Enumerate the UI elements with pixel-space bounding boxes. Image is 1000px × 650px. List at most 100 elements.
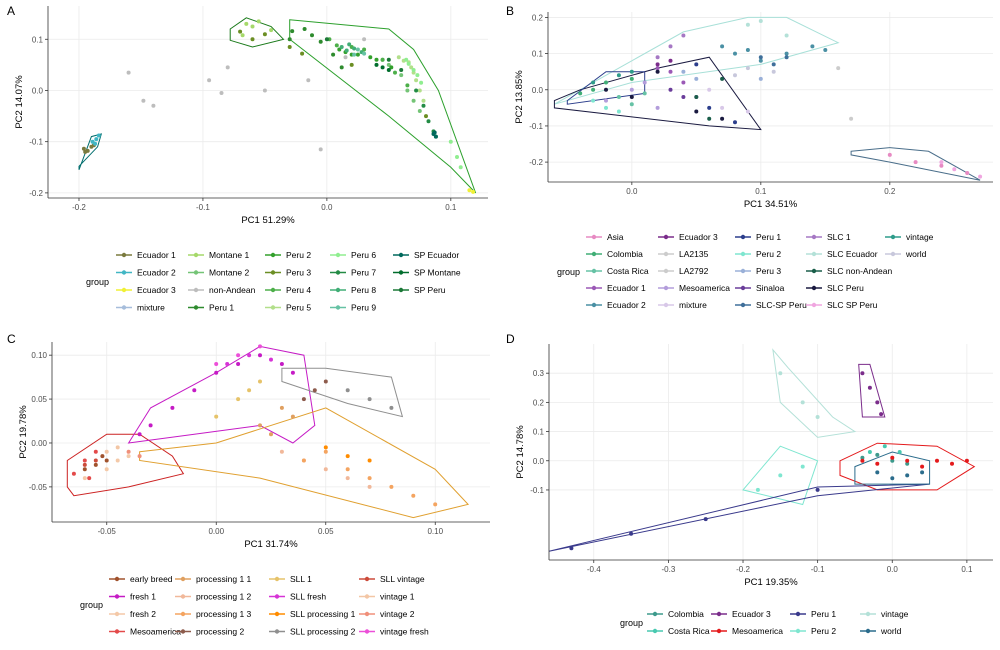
- hull-outline: [229, 17, 285, 48]
- data-point: [616, 109, 621, 114]
- legend: group Asia Colombia Costa Rica Ecuador 1 Ecua…: [557, 232, 934, 310]
- data-point: [287, 45, 292, 49]
- data-point: [424, 114, 428, 119]
- data-point: [170, 405, 175, 410]
- data-point: [913, 160, 918, 165]
- legend-label: Peru 4: [286, 285, 311, 295]
- data-point: [269, 432, 273, 437]
- data-point: [318, 39, 323, 44]
- legend-label: Ecuador 2: [137, 268, 176, 278]
- gridlines: [52, 342, 490, 522]
- legend-key-point: [865, 628, 871, 634]
- x-tick-label: -0.05: [98, 527, 117, 536]
- data-point: [836, 66, 841, 71]
- legend-label: Peru 1: [756, 232, 781, 242]
- legend: group Colombia Costa Rica Ecuador 3 Mesoamer…: [620, 609, 909, 636]
- data-point: [978, 174, 983, 179]
- x-tick-label: 0.05: [318, 527, 334, 536]
- legend-label: Ecuador 1: [137, 250, 176, 260]
- data-point: [604, 80, 608, 85]
- data-point: [279, 405, 284, 410]
- legend-item: SLC 1: [806, 232, 851, 242]
- legend-label: Montane 2: [209, 268, 249, 278]
- data-point: [890, 458, 895, 463]
- data-point: [965, 171, 970, 175]
- legend-item: Ecuador 2: [116, 268, 176, 278]
- data-point: [345, 388, 350, 393]
- legend-item: non-Andean: [188, 285, 256, 295]
- data-point: [745, 48, 750, 52]
- data-point: [115, 445, 120, 450]
- data-point: [432, 130, 437, 135]
- legend-item: SLL processing 2: [269, 627, 356, 637]
- data-point: [867, 450, 872, 454]
- data-point: [367, 397, 372, 402]
- legend-key-point: [114, 629, 120, 634]
- legend-title: group: [557, 267, 580, 277]
- data-point: [339, 65, 344, 70]
- legend-key-point: [121, 305, 127, 310]
- data-point: [952, 167, 957, 172]
- hull-outline: [548, 483, 930, 552]
- legend-item: SP Montane: [393, 268, 461, 278]
- legend-item: mixture: [116, 303, 165, 313]
- data-point: [214, 362, 219, 366]
- legend-label: SLC non-Andean: [827, 266, 892, 276]
- data-point: [71, 471, 76, 476]
- y-tick-label: 0.0: [533, 457, 545, 466]
- legend-label: SP Montane: [414, 268, 461, 278]
- legend-label: Mesoamerica: [130, 627, 181, 637]
- data-point: [386, 62, 391, 67]
- data-point: [771, 62, 776, 67]
- legend-label: Peru 8: [351, 285, 376, 295]
- data-point: [879, 412, 884, 417]
- legend-key-point: [716, 611, 722, 617]
- data-point: [733, 51, 737, 56]
- data-point: [141, 98, 146, 103]
- legend-key-point: [398, 270, 404, 275]
- legend-title: group: [86, 277, 109, 287]
- legend-key-point: [270, 287, 276, 293]
- legend-item: vintage: [860, 609, 909, 619]
- legend-label: vintage 1: [380, 592, 415, 602]
- legend-key-point: [740, 268, 746, 274]
- legend-key-point: [364, 611, 370, 617]
- data-point: [745, 22, 750, 27]
- y-tick-label: 0.1: [32, 35, 44, 44]
- legend-label: processing 1 2: [196, 592, 252, 602]
- legend-key-point: [663, 268, 669, 274]
- data-point: [301, 397, 306, 402]
- legend-item: vintage 2: [359, 609, 415, 619]
- data-point: [694, 95, 699, 99]
- legend-label: Peru 9: [351, 303, 376, 313]
- legend-key-point: [180, 576, 186, 582]
- data-point: [591, 80, 596, 85]
- data-point: [778, 371, 783, 376]
- legend-key-point: [335, 270, 341, 275]
- y-tick-label: 0.0: [32, 86, 44, 95]
- data-point: [104, 467, 109, 472]
- legend-label: vintage: [906, 232, 934, 242]
- legend-label: processing 1 1: [196, 574, 252, 584]
- data-point: [758, 76, 763, 81]
- data-point: [343, 55, 348, 60]
- legend-key-point: [663, 285, 669, 291]
- legend-key-point: [663, 234, 669, 240]
- data-point: [300, 51, 305, 56]
- data-point: [93, 462, 98, 467]
- data-point: [655, 55, 660, 60]
- data-point: [269, 357, 273, 362]
- legend-item: Costa Rica: [647, 626, 710, 636]
- data-point: [414, 88, 419, 93]
- legend-key-point: [274, 611, 280, 617]
- legend-item: SLC-SP Peru: [735, 300, 807, 310]
- y-tick-label: 0.05: [31, 395, 47, 404]
- data-point: [810, 44, 815, 49]
- data-point: [758, 55, 763, 60]
- data-point: [875, 400, 880, 405]
- legend-label: LA2792: [679, 266, 709, 276]
- x-tick-label: 0.0: [626, 187, 638, 196]
- data-point: [324, 37, 329, 42]
- x-tick-label: 0.1: [445, 203, 457, 212]
- gridlines: [549, 344, 993, 560]
